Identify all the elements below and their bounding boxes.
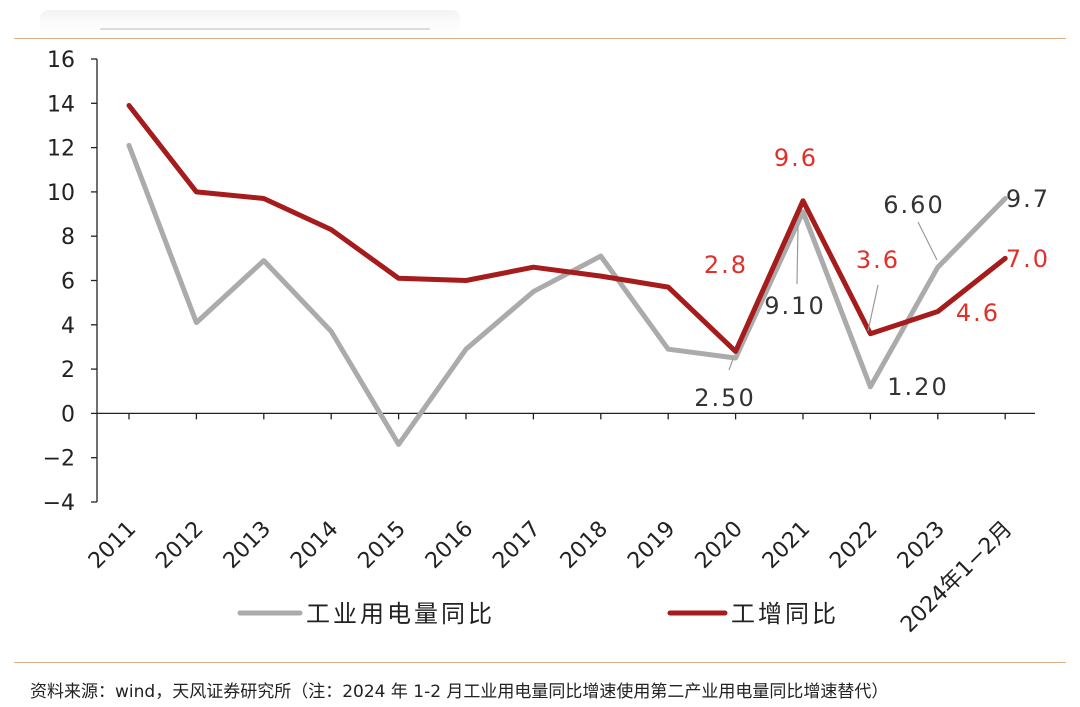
- data-label-leader: [728, 358, 734, 371]
- data-label: 6.60: [883, 191, 944, 219]
- legend-label: 工业用电量同比: [306, 600, 495, 628]
- x-tick-label: 2013: [219, 517, 276, 574]
- data-label: 1.20: [887, 373, 948, 401]
- y-tick-label: 4: [61, 314, 75, 339]
- y-tick-label: 12: [47, 137, 75, 162]
- legend-label: 工增同比: [731, 600, 839, 628]
- data-label-leader: [796, 225, 799, 285]
- source-note: 资料来源：wind，天风证券研究所（注：2024 年 1-2 月工业用电量同比增…: [30, 682, 889, 702]
- bottom-divider: [14, 662, 1066, 663]
- x-tick-label: 2020: [691, 517, 748, 574]
- data-label: 9.6: [774, 144, 818, 172]
- data-label: 7.0: [1006, 245, 1050, 273]
- y-tick-label: −2: [43, 447, 75, 472]
- x-tick-label: 2018: [556, 517, 613, 574]
- x-tick-label: 2023: [893, 517, 950, 574]
- data-label: 4.6: [956, 299, 1000, 327]
- data-label-leader: [917, 221, 938, 261]
- data-label: 9.10: [764, 292, 825, 320]
- data-label: 9.7: [1006, 185, 1050, 213]
- x-tick-label: 2022: [825, 517, 882, 574]
- data-label: 2.50: [694, 384, 755, 412]
- y-tick-label: 8: [61, 225, 75, 250]
- y-tick-label: −4: [43, 491, 75, 516]
- series-line-industrial-power: [126, 142, 1008, 447]
- x-tick-label: 2011: [84, 517, 141, 574]
- series-line-industrial-output: [126, 103, 1008, 354]
- x-tick-label: 2012: [151, 517, 208, 574]
- x-tick-label: 2019: [623, 517, 680, 574]
- data-label: 3.6: [856, 246, 900, 274]
- top-divider: [14, 38, 1066, 39]
- data-label-leader: [867, 284, 879, 332]
- y-tick-label: 16: [47, 48, 75, 73]
- y-tick-label: 6: [61, 270, 75, 295]
- y-tick-label: 10: [47, 181, 75, 206]
- x-tick-label: 2017: [488, 517, 545, 574]
- x-tick-label: 2016: [421, 517, 478, 574]
- header-decoration: [40, 10, 460, 36]
- y-tick-label: 2: [61, 358, 75, 383]
- data-label: 2.8: [704, 251, 748, 279]
- x-tick-label: 2015: [354, 517, 411, 574]
- x-tick-label: 2021: [758, 517, 815, 574]
- y-tick-label: 0: [61, 402, 75, 427]
- x-tick-label: 2014: [286, 517, 343, 574]
- y-tick-label: 14: [47, 92, 75, 117]
